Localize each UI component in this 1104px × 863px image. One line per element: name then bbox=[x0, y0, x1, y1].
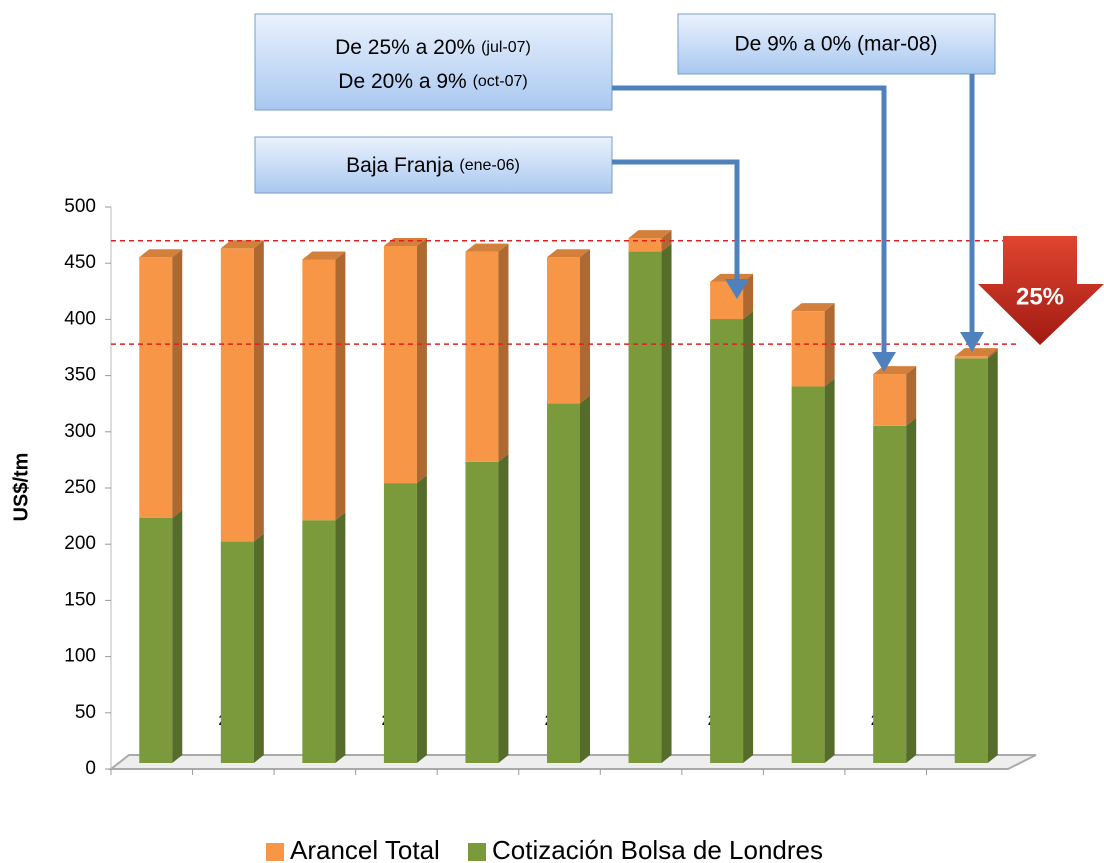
bar-segment bbox=[954, 358, 988, 763]
note: (jul-07) bbox=[481, 39, 531, 56]
bar-segment bbox=[465, 461, 499, 763]
y-tick-label: 300 bbox=[64, 421, 96, 442]
bar-side bbox=[743, 311, 754, 763]
text: Baja Franja bbox=[346, 154, 454, 177]
annotation-box bbox=[677, 13, 996, 75]
note: (oct-07) bbox=[473, 73, 528, 90]
bar-segment bbox=[383, 483, 417, 763]
bar-segment bbox=[628, 251, 662, 763]
bar-segment bbox=[873, 374, 907, 426]
bar-top bbox=[791, 303, 835, 312]
legend-label: Arancel Total bbox=[290, 835, 440, 863]
y-tick-label: 500 bbox=[64, 196, 96, 217]
bar-side bbox=[824, 303, 835, 387]
bar-side bbox=[580, 249, 590, 404]
y-tick-label: 200 bbox=[64, 533, 96, 554]
arrow bbox=[612, 85, 887, 355]
bar-side bbox=[335, 512, 346, 763]
bar-side bbox=[906, 366, 917, 426]
arrow-head bbox=[960, 332, 984, 352]
bar-segment bbox=[465, 251, 499, 462]
arrow-heads bbox=[725, 279, 984, 372]
callout-arrow bbox=[978, 236, 1104, 345]
bar-segment bbox=[547, 257, 580, 404]
bar-segment bbox=[547, 403, 580, 763]
arrows bbox=[612, 74, 975, 355]
arrow bbox=[612, 159, 740, 282]
note: (ene-06) bbox=[459, 157, 519, 174]
bar-segment bbox=[139, 517, 173, 763]
bar-side bbox=[987, 348, 998, 359]
bar-side bbox=[416, 475, 427, 763]
annotation-text: De 9% a 0% (mar-08) bbox=[734, 33, 937, 56]
bar-top bbox=[220, 240, 264, 249]
bar-segment bbox=[383, 245, 417, 484]
bar-side bbox=[416, 237, 427, 484]
bar-segment bbox=[302, 259, 336, 521]
bar-segment bbox=[710, 319, 744, 763]
bar-top bbox=[383, 237, 427, 246]
bar-side bbox=[498, 453, 509, 763]
annotation-box bbox=[254, 136, 613, 194]
bar-side bbox=[824, 378, 835, 763]
bar-side bbox=[580, 395, 590, 763]
y-tick-label: 450 bbox=[64, 252, 96, 273]
bar-top bbox=[954, 348, 998, 357]
legend-swatch bbox=[266, 843, 284, 861]
bar-segment bbox=[791, 386, 825, 763]
bar-side bbox=[661, 243, 672, 763]
bar-segment bbox=[302, 520, 336, 763]
y-tick-label: 150 bbox=[64, 589, 96, 610]
y-tick-label: 350 bbox=[64, 365, 96, 386]
annotation-text: De 25% a 20% (jul-07) bbox=[335, 36, 531, 59]
bar-side bbox=[987, 350, 998, 763]
legend-swatch bbox=[468, 843, 486, 861]
bar-side bbox=[172, 249, 183, 518]
annotation-text: De 20% a 9% (oct-07) bbox=[338, 70, 527, 93]
annotation-text: Baja Franja (ene-06) bbox=[346, 154, 520, 177]
bar-top bbox=[628, 230, 672, 239]
bar-segment bbox=[220, 541, 254, 763]
bar-side bbox=[172, 509, 183, 763]
bar-side bbox=[253, 240, 264, 542]
arrow-head bbox=[872, 352, 896, 372]
annotation: De 25% a 20% (jul-07) De 20% a 9% (oct-0… bbox=[254, 13, 613, 111]
bar-segment bbox=[139, 257, 173, 518]
annotation: De 9% a 0% (mar-08) bbox=[677, 13, 996, 75]
y-tick-label: 50 bbox=[75, 702, 96, 723]
y-tick-label: 400 bbox=[64, 308, 96, 329]
bar-top bbox=[547, 249, 590, 258]
bar-side bbox=[253, 533, 264, 763]
arrow-head bbox=[725, 279, 749, 299]
bar-top bbox=[139, 249, 183, 258]
bar-segment bbox=[791, 311, 825, 387]
bar-side bbox=[906, 417, 917, 763]
bar-segment bbox=[220, 248, 254, 542]
callout-text: 25% bbox=[1016, 283, 1064, 310]
text: De 20% a 9% bbox=[338, 70, 466, 93]
bar-top bbox=[302, 251, 346, 260]
bar-side bbox=[335, 251, 346, 521]
y-tick-label: 0 bbox=[85, 758, 96, 779]
annotation: Baja Franja (ene-06) bbox=[254, 136, 613, 194]
y-tick-label: 250 bbox=[64, 477, 96, 498]
bar-top bbox=[465, 243, 509, 252]
annotation-box bbox=[254, 13, 613, 111]
bar-segment bbox=[954, 356, 988, 359]
bar-side bbox=[661, 230, 672, 252]
plot-area: 0501001502002503003504004505002003 I2003… bbox=[64, 196, 1037, 863]
bar-side bbox=[498, 243, 509, 462]
bar-side bbox=[743, 273, 754, 320]
bar-segment bbox=[873, 425, 907, 763]
y-axis-label: US$/tm bbox=[10, 453, 32, 522]
callout: 25% bbox=[978, 236, 1104, 345]
legend-label: Cotización Bolsa de Londres bbox=[492, 835, 823, 863]
text: De 25% a 20% bbox=[335, 36, 475, 59]
y-tick-label: 100 bbox=[64, 646, 96, 667]
